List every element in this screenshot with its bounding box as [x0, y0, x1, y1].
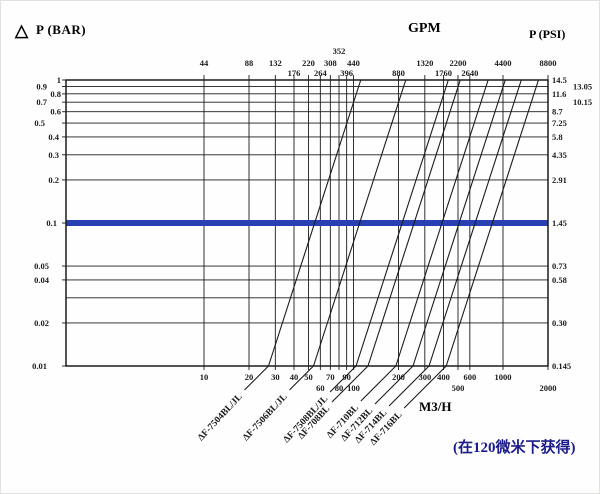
bar-tick-label: 0.1	[46, 218, 57, 228]
m3h-tick-label: 50	[304, 372, 313, 382]
gpm-tick-label: 264	[314, 68, 328, 78]
psi-tick-label: 8.7	[552, 107, 563, 117]
m3h-tick-label: 60	[316, 383, 325, 393]
bar-tick-label: 0.4	[48, 132, 59, 142]
model-line-leader	[403, 365, 447, 409]
top-axis-title-gpm: GPM	[408, 21, 441, 36]
model-line	[445, 79, 539, 367]
psi-tick-label: 1.45	[552, 218, 567, 228]
bar-tick-label: 0.04	[34, 275, 50, 285]
model-line-leader	[329, 365, 357, 393]
model-line	[312, 79, 407, 367]
reference-line-0.1bar	[66, 220, 548, 226]
model-line-leader	[244, 365, 269, 391]
model-line-leader	[360, 365, 397, 402]
m3h-tick-label: 90	[342, 372, 351, 382]
bar-tick-label: 0.7	[36, 97, 47, 107]
delta-icon: △	[14, 21, 29, 40]
m3h-tick-label: 600	[463, 372, 476, 382]
gpm-tick-label: 88	[245, 58, 254, 68]
plot-area: 44 88 132176220264308352396440880132017602…	[32, 46, 592, 448]
bar-tick-label: 0.9	[36, 82, 47, 92]
m3h-tick-label: 10	[200, 372, 209, 382]
bar-tick-label: 0.2	[48, 175, 59, 185]
model-label: ΔF-7506BL/JL	[241, 392, 289, 443]
model-line	[367, 79, 461, 367]
psi-tick-label: 2.91	[552, 175, 567, 185]
m3h-tick-label: 500	[452, 383, 465, 393]
bar-tick-label: 0.6	[50, 107, 61, 117]
m3h-tick-label: 80	[335, 383, 344, 393]
psi-tick-label: 5.8	[552, 132, 563, 142]
psi-tick-label: 13.05	[573, 82, 592, 92]
m3h-tick-label: 2000	[540, 383, 557, 393]
model-line	[428, 79, 522, 367]
psi-tick-label: 0.30	[552, 318, 567, 328]
bottom-axis-title-m3h: M3/H	[419, 399, 452, 414]
psi-tick-label: 11.6	[552, 89, 566, 99]
gpm-tick-label: 308	[324, 58, 337, 68]
psi-tick-label: 10.15	[573, 97, 592, 107]
m3h-tick-label: 400	[437, 372, 450, 382]
m3h-tick-label: 30	[271, 372, 280, 382]
model-line	[412, 79, 506, 367]
bar-tick-label: 0.5	[34, 118, 45, 128]
model-label: ΔF-7504BL/JL	[196, 392, 244, 443]
psi-tick-label: 0.145	[552, 361, 571, 371]
bar-tick-label: 1	[57, 75, 61, 85]
psi-tick-label: 0.58	[552, 275, 567, 285]
model-line-leader	[374, 365, 414, 405]
bar-tick-label: 0.01	[32, 361, 47, 371]
gpm-tick-label: 4400	[495, 58, 512, 68]
gpm-tick-label: 176	[288, 68, 301, 78]
gpm-tick-label: 440	[347, 58, 360, 68]
bar-tick-label: 0.05	[34, 261, 49, 271]
gpm-tick-label: 1760	[435, 68, 452, 78]
model-line	[267, 79, 362, 367]
bar-tick-label: 0.8	[50, 89, 61, 99]
psi-tick-label: 7.25	[552, 118, 567, 128]
bar-tick-label: 0.02	[34, 318, 49, 328]
bar-tick-label: 0.3	[48, 150, 59, 160]
gpm-tick-label: 44	[200, 58, 209, 68]
model-line-leader	[331, 365, 369, 403]
m3h-tick-label: 1000	[495, 372, 512, 382]
psi-tick-label: 14.5	[552, 75, 567, 85]
m3h-tick-label: 200	[392, 372, 405, 382]
psi-tick-label: 0.73	[552, 261, 567, 271]
model-line	[395, 79, 489, 367]
gpm-tick-label: 880	[392, 68, 405, 78]
m3h-tick-label: 100	[347, 383, 360, 393]
micron-note: (在120微米下获得)	[453, 438, 576, 456]
model-line	[355, 79, 449, 367]
m3h-tick-label: 70	[326, 372, 335, 382]
gpm-tick-label: 2640	[461, 68, 478, 78]
gpm-tick-label: 2200	[449, 58, 466, 68]
right-axis-title-psi: P (PSI)	[529, 27, 565, 41]
m3h-tick-label: 20	[245, 372, 254, 382]
gpm-tick-label: 220	[302, 58, 315, 68]
m3h-tick-label: 300	[418, 372, 431, 382]
model-line-leader	[289, 365, 314, 391]
gpm-tick-label: 396	[340, 68, 353, 78]
m3h-tick-label: 40	[290, 372, 299, 382]
gpm-tick-label: 132	[269, 58, 282, 68]
gpm-tick-label: 1320	[416, 58, 433, 68]
y-axis-title-bar: P (BAR)	[36, 22, 86, 37]
model-line-leader	[388, 365, 430, 407]
psi-tick-label: 4.35	[552, 150, 567, 160]
gpm-tick-label: 8800	[540, 58, 557, 68]
gpm-tick-label: 352	[333, 46, 346, 56]
